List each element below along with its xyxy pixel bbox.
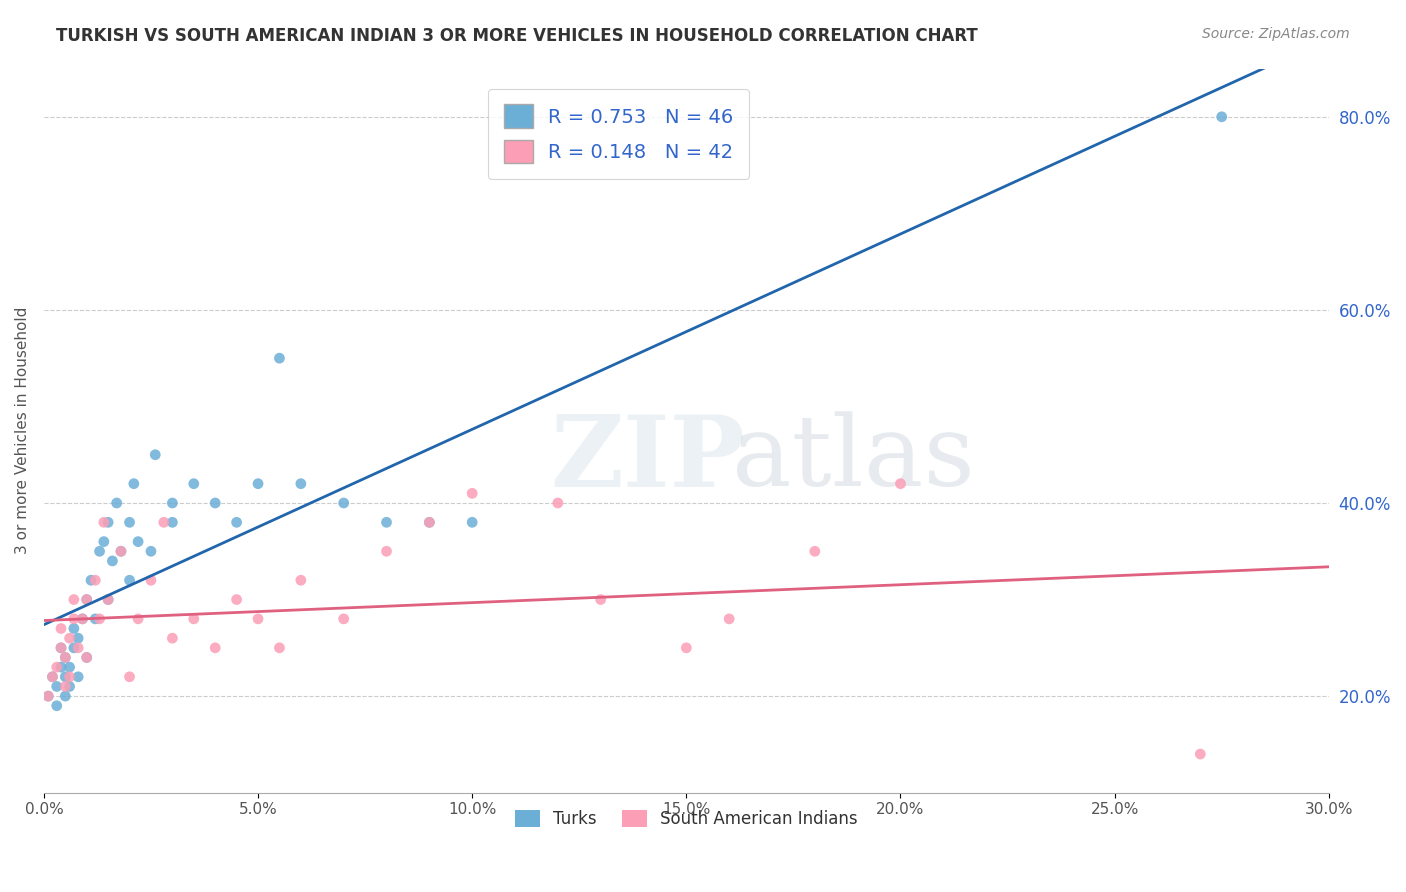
Point <box>49 640 72 655</box>
Point <box>89 544 111 558</box>
Point <box>53 689 76 703</box>
Point <box>67 670 90 684</box>
Point <box>101 554 124 568</box>
Text: atlas: atlas <box>733 411 974 508</box>
Point <box>93 534 115 549</box>
Point <box>110 544 132 558</box>
Y-axis label: 3 or more Vehicles in Household: 3 or more Vehicles in Household <box>15 307 30 554</box>
Point <box>290 573 312 587</box>
Point <box>127 534 149 549</box>
Point <box>718 612 741 626</box>
Point <box>45 698 67 713</box>
Point <box>1189 747 1212 761</box>
Point <box>589 592 612 607</box>
Point <box>76 592 98 607</box>
Point <box>1211 110 1233 124</box>
Point <box>97 516 120 530</box>
Point <box>547 496 569 510</box>
Point <box>49 660 72 674</box>
Point <box>63 592 86 607</box>
Point <box>58 680 80 694</box>
Point <box>41 670 63 684</box>
Text: TURKISH VS SOUTH AMERICAN INDIAN 3 OR MORE VEHICLES IN HOUSEHOLD CORRELATION CHA: TURKISH VS SOUTH AMERICAN INDIAN 3 OR MO… <box>56 27 979 45</box>
Point <box>162 631 184 645</box>
Point <box>72 612 94 626</box>
Point <box>58 670 80 684</box>
Point <box>118 516 141 530</box>
Point <box>204 496 226 510</box>
Point <box>118 670 141 684</box>
Point <box>118 573 141 587</box>
Point <box>162 516 184 530</box>
Point <box>76 650 98 665</box>
Point <box>41 670 63 684</box>
Point <box>183 476 205 491</box>
Point <box>63 640 86 655</box>
Point <box>290 476 312 491</box>
Point <box>53 650 76 665</box>
Point <box>122 476 145 491</box>
Point <box>225 592 247 607</box>
Point <box>45 680 67 694</box>
Point <box>139 544 162 558</box>
Point <box>804 544 827 558</box>
Point <box>53 670 76 684</box>
Point <box>84 573 107 587</box>
Point <box>375 544 398 558</box>
Text: ZIP: ZIP <box>550 411 745 508</box>
Point <box>461 516 484 530</box>
Point <box>67 640 90 655</box>
Point <box>247 476 270 491</box>
Legend: R = 0.753   N = 46, R = 0.148   N = 42: R = 0.753 N = 46, R = 0.148 N = 42 <box>488 88 749 179</box>
Point <box>162 496 184 510</box>
Point <box>675 640 697 655</box>
Point <box>58 631 80 645</box>
Point <box>53 650 76 665</box>
Point <box>72 612 94 626</box>
Point <box>139 573 162 587</box>
Point <box>58 660 80 674</box>
Point <box>89 612 111 626</box>
Point <box>63 612 86 626</box>
Point <box>418 516 440 530</box>
Point <box>332 496 354 510</box>
Point <box>80 573 103 587</box>
Point <box>183 612 205 626</box>
Point <box>418 516 440 530</box>
Point <box>93 516 115 530</box>
Point <box>67 631 90 645</box>
Text: Source: ZipAtlas.com: Source: ZipAtlas.com <box>1202 27 1350 41</box>
Point <box>53 680 76 694</box>
Point <box>97 592 120 607</box>
Point <box>461 486 484 500</box>
Point <box>45 660 67 674</box>
Point <box>204 640 226 655</box>
Point <box>84 612 107 626</box>
Point <box>247 612 270 626</box>
Point <box>97 592 120 607</box>
Point <box>332 612 354 626</box>
Point <box>889 476 911 491</box>
Point <box>269 640 291 655</box>
Point <box>63 622 86 636</box>
Point <box>127 612 149 626</box>
Point <box>143 448 166 462</box>
Point <box>375 516 398 530</box>
Point <box>110 544 132 558</box>
Point <box>153 516 176 530</box>
Point <box>49 640 72 655</box>
Point <box>269 351 291 366</box>
Legend: Turks, South American Indians: Turks, South American Indians <box>508 804 865 835</box>
Point <box>76 592 98 607</box>
Point <box>105 496 128 510</box>
Point <box>37 689 59 703</box>
Point <box>37 689 59 703</box>
Point <box>49 622 72 636</box>
Point <box>225 516 247 530</box>
Point <box>76 650 98 665</box>
